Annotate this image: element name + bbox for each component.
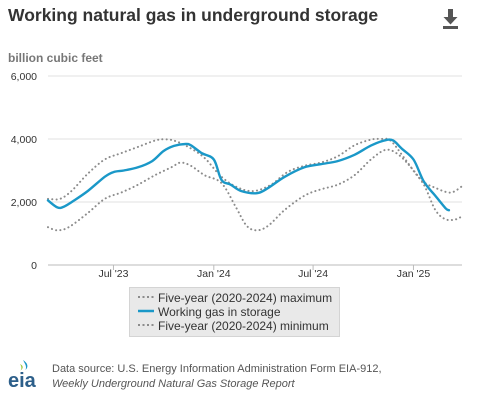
series-line-five-year-max[interactable]	[47, 137, 463, 201]
source-note: Data source: U.S. Energy Information Adm…	[52, 362, 482, 392]
download-button[interactable]	[438, 6, 464, 32]
source-report: Weekly Underground Natural Gas Storage R…	[52, 378, 295, 390]
legend-label-min: Five-year (2020-2024) minimum	[158, 319, 329, 333]
dotted-line-icon	[138, 324, 154, 326]
series-line-working-gas[interactable]	[46, 138, 451, 212]
legend-label-max: Five-year (2020-2024) maximum	[158, 291, 333, 305]
legend-label-working: Working gas in storage	[158, 305, 281, 319]
y-tick-label: 2,000	[11, 197, 37, 209]
chart-plot-area: 0 2,000 4,000 6,000 Jul '23 Jan '24 Jul '24 Ja…	[11, 71, 463, 280]
solid-line-icon	[138, 309, 154, 313]
x-tick-label: Jan '25	[397, 268, 431, 280]
eia-logo[interactable]: eia	[6, 357, 46, 392]
eia-logo-icon: eia	[8, 360, 37, 392]
x-tick-label: Jul '23	[98, 268, 128, 280]
units-label: billion cubic feet	[8, 51, 103, 65]
source-prefix: Data source: U.S. Energy Information Adm…	[52, 363, 382, 375]
legend: Five-year (2020-2024) maximum Working ga…	[129, 287, 340, 337]
download-icon	[443, 9, 458, 29]
dotted-line-icon	[138, 296, 154, 298]
gridlines	[48, 75, 462, 266]
series-lines	[46, 137, 463, 232]
y-tick-label: 6,000	[11, 71, 37, 83]
chart-title: Working natural gas in underground stora…	[8, 5, 379, 25]
x-axis-ticks: Jul '23 Jan '24 Jul '24 Jan '25	[98, 265, 430, 280]
y-tick-label: 4,000	[11, 134, 37, 146]
x-tick-label: Jul '24	[298, 268, 328, 280]
y-tick-label: 0	[31, 260, 37, 272]
y-axis-ticks: 0 2,000 4,000 6,000	[11, 71, 37, 272]
series-line-five-year-min[interactable]	[47, 148, 463, 232]
svg-text:eia: eia	[8, 370, 37, 391]
x-tick-label: Jan '24	[197, 268, 231, 280]
